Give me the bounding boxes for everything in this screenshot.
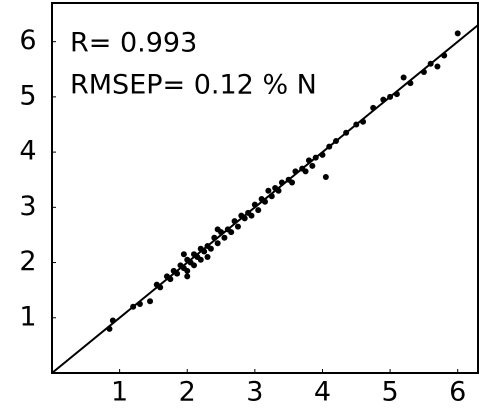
point [207,245,214,252]
annotation: R= 0.993 [70,28,197,59]
x-tick-label: 3 [246,377,263,408]
point [343,129,350,136]
point [302,168,309,175]
point [211,234,218,241]
x-tick-label: 2 [179,377,196,408]
point [136,300,143,307]
point [305,157,312,164]
x-tick-label: 1 [111,377,128,408]
point [191,262,197,269]
point [292,168,299,175]
point [265,187,272,194]
x-tick-label: 6 [449,377,466,408]
point [278,179,285,186]
y-tick-label: 4 [19,136,36,167]
point [167,276,174,283]
point [434,63,441,70]
point [289,179,296,186]
point [201,248,208,255]
point [370,104,377,111]
point [387,93,394,100]
point [180,251,187,258]
point [241,215,248,222]
point [214,240,221,247]
point [255,207,262,214]
point [251,201,258,208]
point [312,154,319,161]
y-tick-label: 2 [19,246,36,277]
x-tick-label: 5 [382,377,399,408]
y-tick-label: 5 [19,80,36,111]
point [184,267,191,274]
point [221,234,228,241]
point [197,256,204,263]
point [147,298,154,305]
y-tick-label: 3 [19,191,36,222]
point [228,229,235,236]
point [174,270,181,277]
point [248,212,255,219]
point [231,218,238,225]
point [322,173,329,180]
point [333,138,339,145]
point [420,69,427,76]
point [380,96,387,103]
point [109,317,116,324]
point [407,80,414,87]
point [393,91,400,98]
point [309,162,316,169]
point [204,254,211,261]
annotation: RMSEP= 0.12 % N [70,70,317,101]
point [353,121,360,128]
point [130,303,137,310]
point [262,198,268,205]
point [441,52,448,59]
point [234,223,241,230]
y-tick-label: 6 [19,25,36,56]
point [275,187,282,194]
point [360,118,367,125]
point [106,325,113,332]
point [427,60,434,67]
point [400,74,407,81]
point [184,273,191,280]
point [319,151,326,158]
point [214,226,221,233]
plot-frame [51,2,479,374]
point [157,284,164,291]
point [454,30,461,37]
point [326,143,333,150]
point [268,193,275,200]
y-tick-label: 1 [19,301,36,332]
x-tick-label: 4 [314,377,331,408]
